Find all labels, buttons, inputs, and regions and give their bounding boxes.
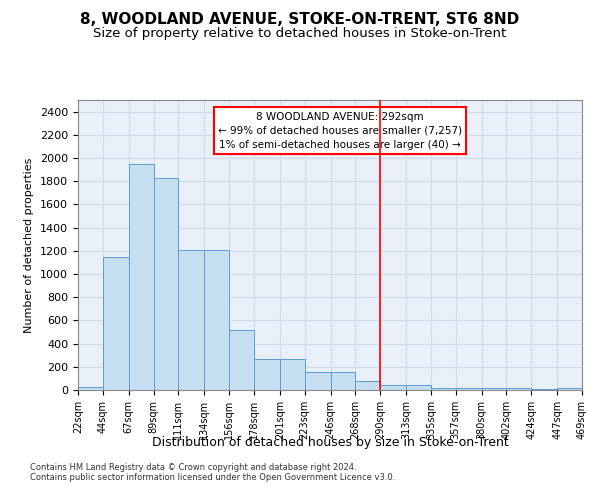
Bar	[305, 372, 331, 390]
Text: Size of property relative to detached houses in Stoke-on-Trent: Size of property relative to detached ho…	[94, 28, 506, 40]
Bar	[178, 250, 204, 390]
Bar	[506, 388, 531, 390]
Bar	[482, 388, 506, 390]
Bar	[129, 164, 154, 390]
Bar	[229, 330, 254, 390]
Text: 8 WOODLAND AVENUE: 292sqm
← 99% of detached houses are smaller (7,257)
1% of sem: 8 WOODLAND AVENUE: 292sqm ← 99% of detac…	[218, 112, 462, 150]
Bar	[204, 250, 229, 390]
Text: Contains public sector information licensed under the Open Government Licence v3: Contains public sector information licen…	[30, 474, 395, 482]
Bar	[331, 372, 355, 390]
Bar	[380, 386, 406, 390]
Y-axis label: Number of detached properties: Number of detached properties	[25, 158, 34, 332]
Bar	[431, 388, 456, 390]
Bar	[280, 360, 305, 390]
Bar	[531, 389, 557, 390]
Text: Distribution of detached houses by size in Stoke-on-Trent: Distribution of detached houses by size …	[152, 436, 508, 449]
Bar	[254, 358, 280, 390]
Bar	[406, 386, 431, 390]
Bar	[103, 256, 129, 390]
Bar	[456, 388, 482, 390]
Bar	[355, 382, 380, 390]
Bar	[154, 178, 178, 390]
Text: 8, WOODLAND AVENUE, STOKE-ON-TRENT, ST6 8ND: 8, WOODLAND AVENUE, STOKE-ON-TRENT, ST6 …	[80, 12, 520, 28]
Bar	[78, 387, 103, 390]
Bar	[557, 388, 582, 390]
Text: Contains HM Land Registry data © Crown copyright and database right 2024.: Contains HM Land Registry data © Crown c…	[30, 464, 356, 472]
